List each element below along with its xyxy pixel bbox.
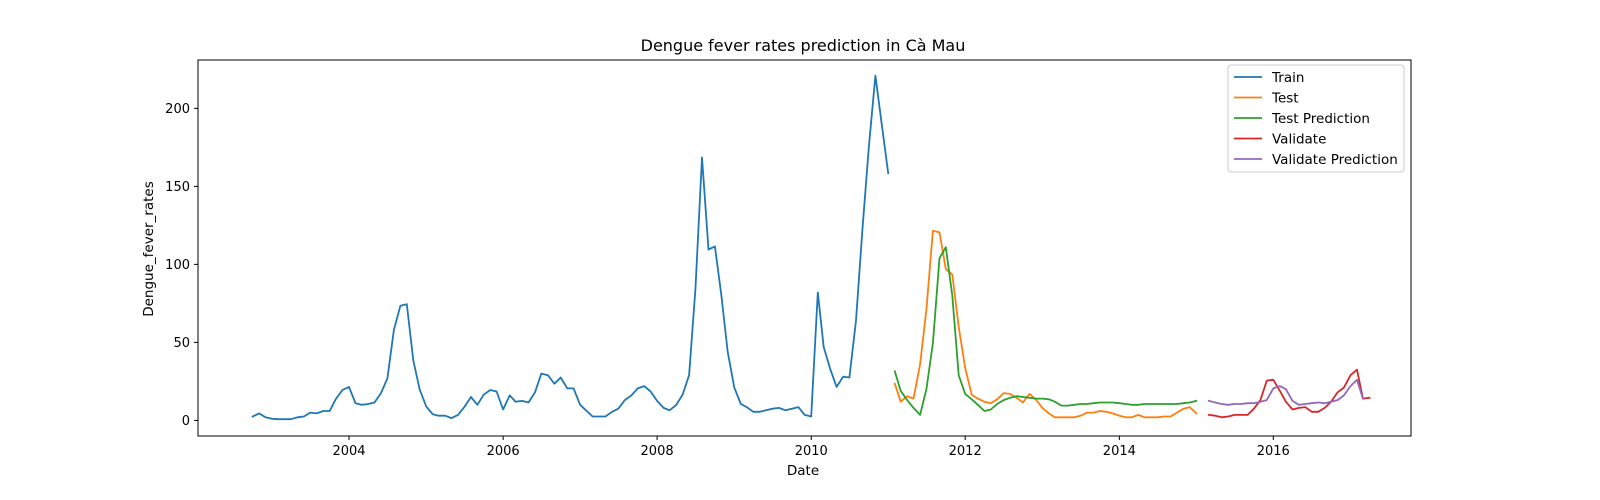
legend-label: Test Prediction (1271, 111, 1370, 127)
y-tick-label: 100 (165, 258, 190, 273)
x-tick-label: 2008 (641, 444, 674, 459)
x-tick-label: 2012 (949, 444, 982, 459)
y-tick-label: 150 (165, 180, 190, 195)
series-line-train (251, 74, 890, 421)
legend-label: Validate Prediction (1272, 152, 1398, 168)
x-axis-label: Date (787, 463, 819, 479)
y-axis-ticks: 0 50 100 150 200 (165, 102, 198, 429)
series-line-validate (1207, 368, 1371, 419)
legend-box (1227, 64, 1405, 173)
x-axis-ticks: 2004 2006 2008 2010 2012 2014 2016 (332, 436, 1290, 459)
x-tick-label: 2004 (332, 444, 365, 459)
y-axis-label: Dengue_fever_rates (141, 181, 157, 317)
x-tick-label: 2016 (1257, 444, 1290, 459)
series-line-validate-prediction (1207, 378, 1365, 406)
legend-label: Validate (1272, 131, 1326, 147)
chart-title: Dengue fever rates prediction in Cà Mau (641, 36, 966, 55)
legend-label: Train (1271, 70, 1304, 86)
y-tick-label: 0 (182, 414, 190, 429)
series-line-test (893, 229, 1198, 419)
x-tick-label: 2014 (1103, 444, 1136, 459)
series-line-test-prediction (893, 246, 1198, 416)
legend: Train Test Test Prediction Validate Validate… (1227, 64, 1405, 173)
y-tick-label: 200 (165, 102, 190, 117)
plot-lines (251, 74, 1371, 421)
plot-area-frame (197, 59, 1412, 437)
x-tick-label: 2010 (795, 444, 828, 459)
legend-label: Test (1271, 90, 1299, 106)
x-tick-label: 2006 (487, 444, 520, 459)
y-tick-label: 50 (173, 336, 190, 351)
